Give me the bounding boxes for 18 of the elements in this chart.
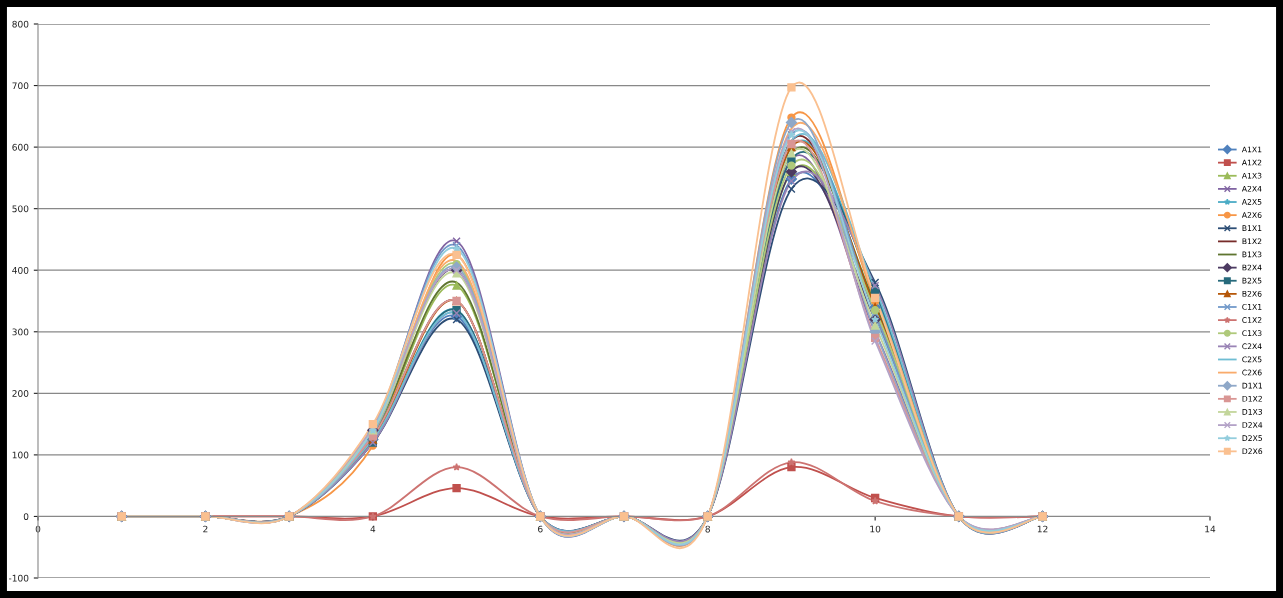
y-tick-label: 700	[12, 82, 29, 90]
y-tick-label: 300	[12, 328, 29, 336]
y-tick-label: 400	[12, 266, 29, 274]
y-tick-label: 500	[12, 205, 29, 213]
x-tick-label: 4	[370, 525, 376, 533]
x-tick-label: 12	[1037, 525, 1048, 533]
x-tick-label: 6	[538, 525, 543, 533]
y-tick-label: 200	[12, 390, 29, 397]
x-tick-label: 14	[1205, 525, 1216, 533]
y-tick-label: 0	[23, 513, 29, 520]
x-tick-label: 2	[203, 525, 208, 533]
y-tick-label: 600	[12, 143, 29, 151]
y-tick-label: -100	[8, 574, 29, 582]
y-tick-label: 100	[12, 451, 29, 459]
x-tick-label: 0	[35, 525, 41, 533]
x-tick-label: 8	[705, 525, 710, 533]
y-tick-label: 800	[12, 20, 29, 28]
x-tick-label: 10	[870, 525, 881, 533]
